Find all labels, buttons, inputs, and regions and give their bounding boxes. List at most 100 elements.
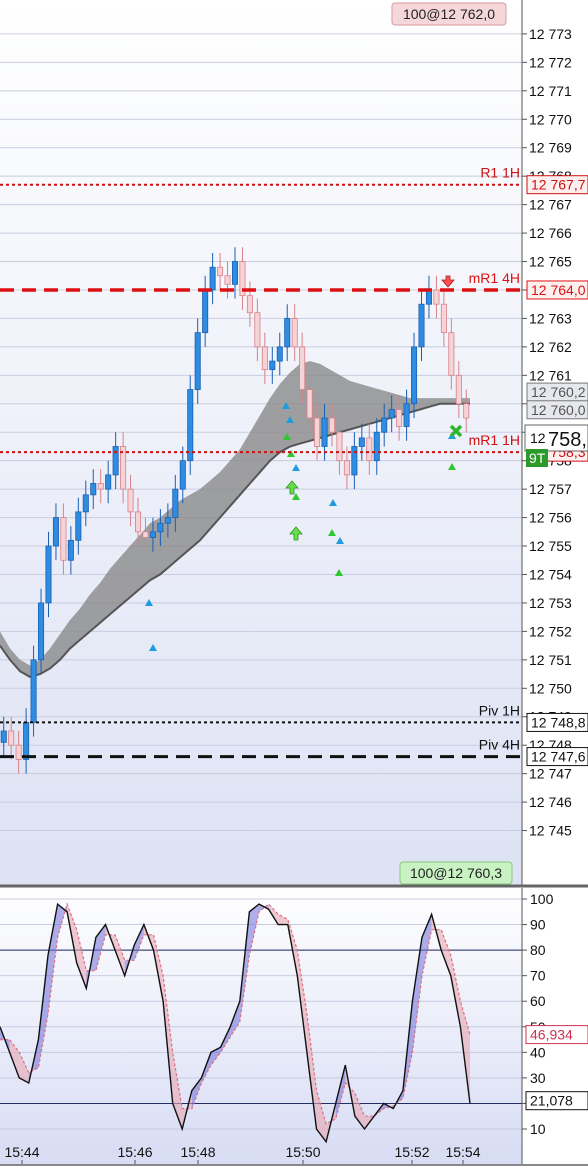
band-fill — [0, 361, 470, 677]
bull-candle — [172, 474, 179, 532]
signal-triangle-icon — [292, 464, 300, 471]
bear-candle — [8, 716, 15, 760]
time-tick-label: 15:44 — [4, 1144, 39, 1160]
osc-tick-label: 100 — [530, 891, 554, 907]
osc-fill-segment — [297, 950, 307, 1053]
level-value-tag — [526, 747, 588, 767]
candle-body — [343, 460, 350, 476]
price-tick-label: 12 771 — [529, 83, 572, 99]
candle-body — [246, 295, 253, 314]
candle-body — [388, 409, 395, 419]
osc-tick-label: 70 — [530, 968, 546, 984]
bear-candle — [433, 275, 440, 319]
osc-fill-segment — [354, 1093, 365, 1129]
bull-candle — [90, 469, 97, 510]
bull-candle — [373, 418, 380, 475]
band-value-tag — [526, 400, 588, 420]
osc-fill-segment — [115, 934, 125, 976]
bottom-order-label[interactable]: 100@12 760,3 — [399, 861, 513, 885]
level-name: Piv 4H — [479, 737, 520, 753]
osc-tick-label: 10 — [530, 1121, 546, 1137]
bear-candle — [463, 389, 470, 433]
candle-body — [276, 346, 283, 362]
bull-candle — [411, 332, 418, 419]
bear-candle — [328, 403, 335, 447]
price-tick-label: 12 762 — [529, 339, 572, 355]
bear-candle — [455, 361, 462, 419]
candle-body — [15, 744, 22, 760]
top-order-label[interactable]: 100@12 762,0 — [391, 2, 507, 26]
candle-body — [224, 275, 231, 285]
level-name: mR1 4H — [469, 270, 520, 286]
osc-signal-line — [0, 902, 471, 1125]
candle-body — [306, 389, 313, 419]
price-tick-label: 12 772 — [529, 54, 572, 70]
candle-body — [8, 730, 15, 746]
signal-markers — [145, 275, 463, 651]
candle-body — [0, 730, 7, 743]
bear-candle — [142, 517, 149, 552]
candle-body — [157, 522, 164, 533]
signal-triangle-icon — [448, 463, 456, 470]
price-tick-label: 12 761 — [529, 367, 572, 383]
osc-fill-segment — [422, 914, 432, 976]
osc-value-tag — [525, 1025, 588, 1045]
candle-body — [97, 483, 104, 490]
candle-body — [67, 539, 74, 561]
bull-candle — [403, 389, 410, 441]
bull-candle — [52, 503, 59, 561]
osc-fill-segment — [412, 937, 423, 1053]
oscillator-grid — [0, 898, 522, 1130]
bear-candle — [299, 332, 306, 404]
candle-body — [403, 403, 410, 427]
candle-body — [142, 531, 149, 538]
countdown-text: 9T — [529, 450, 546, 466]
candle-body — [299, 346, 306, 390]
osc-tick-label: 90 — [530, 917, 546, 933]
bull-candle — [351, 432, 358, 490]
signal-triangle-icon — [287, 450, 295, 457]
signal-triangle-icon — [335, 569, 343, 576]
candle-body — [135, 511, 142, 533]
osc-value-text: 46,934 — [530, 1027, 573, 1043]
candle-body — [411, 346, 418, 405]
candle-body — [75, 511, 82, 541]
bear-candle — [239, 247, 246, 310]
candle-body — [396, 409, 403, 427]
price-tick-label: 12 747 — [529, 766, 572, 782]
price-tick-label: 12 746 — [529, 794, 572, 810]
level-value-tag — [526, 280, 588, 300]
level-value-text: 12 748,8 — [531, 714, 586, 730]
bull-candle — [179, 446, 186, 504]
price-tick-label: 12 751 — [529, 652, 572, 668]
price-tick-label: 12 753 — [529, 595, 572, 611]
sell-arrow-icon — [441, 275, 455, 288]
bull-candle — [75, 497, 82, 555]
price-tick-label: 12 750 — [529, 680, 572, 696]
candle-body — [239, 261, 246, 297]
bull-candle — [30, 645, 37, 737]
candle-body — [358, 437, 365, 447]
countdown-badge — [526, 449, 548, 467]
last-price-value: 758, — [548, 429, 587, 451]
osc-fill-segment — [172, 1052, 183, 1129]
osc-fill-segment — [95, 924, 106, 971]
bear-candle — [15, 730, 22, 774]
signal-triangle-icon — [145, 599, 153, 606]
candle-body — [314, 417, 321, 447]
candle-body — [179, 460, 186, 490]
candle-body — [321, 417, 328, 447]
osc-fill-segment — [316, 1090, 327, 1142]
candle-body — [351, 446, 358, 476]
osc-tick-label: 80 — [530, 942, 546, 958]
bull-candle — [418, 289, 425, 362]
bull-candle — [67, 526, 74, 575]
candle-body — [254, 312, 261, 348]
last-price-prefix: 12 — [530, 430, 546, 446]
bear-candle — [291, 304, 298, 362]
bull-candle — [358, 423, 365, 461]
time-axis: 15:44 15:46 15:48 15:50 15:52 15:54 — [4, 1144, 481, 1164]
candle-body — [187, 389, 194, 462]
candle-body — [336, 431, 343, 462]
